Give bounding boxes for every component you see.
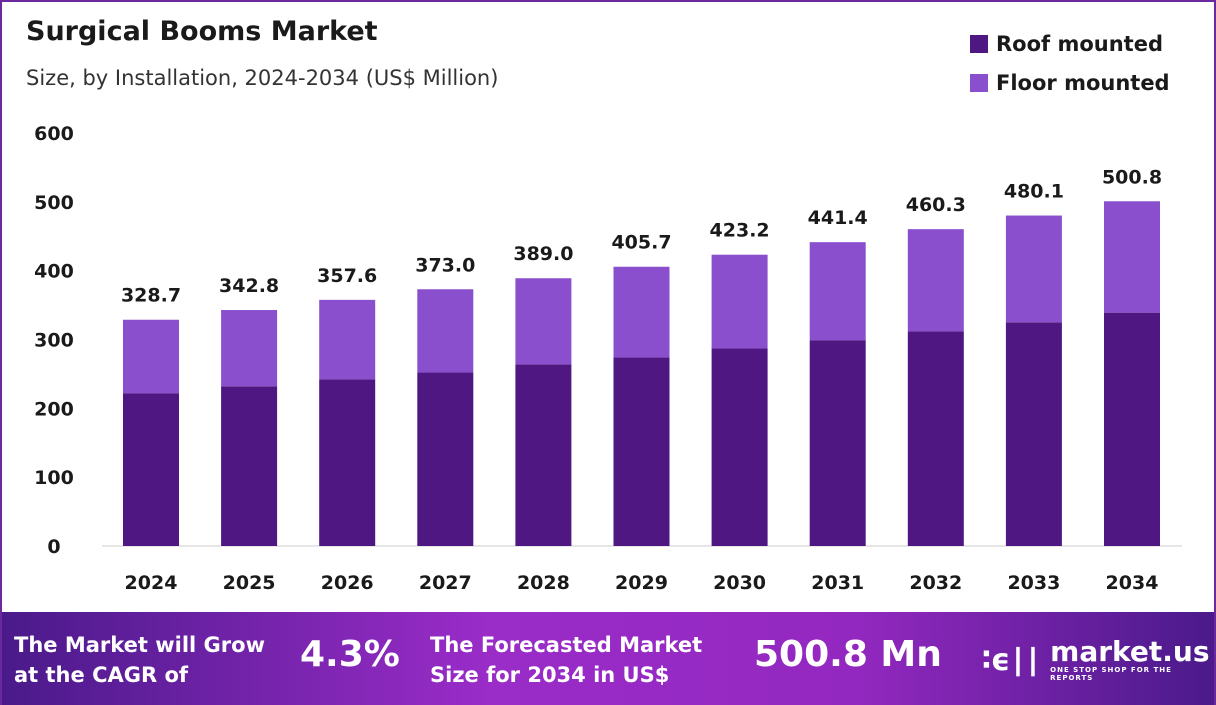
y-tick-label: 400 [34,261,74,283]
total-label-2027: 373.0 [415,254,475,276]
bar-roof-2027 [417,372,474,546]
x-tick-label: 2027 [419,572,472,594]
bar-roof-2032 [907,331,964,546]
x-tick-label: 2029 [615,572,668,594]
chart-subtitle: Size, by Installation, 2024-2034 (US$ Mi… [26,66,499,90]
bar-floor-2034 [1104,201,1160,313]
y-tick-label: 300 [34,330,74,352]
cagr-label-line2: at the CAGR of [14,663,189,687]
bar-floor-2028 [515,278,572,365]
bar-roof-2031 [809,340,866,546]
forecast-label-line2: Size for 2034 in US$ [430,663,670,687]
bar-roof-2024 [123,393,179,546]
cagr-label: The Market will Grow at the CAGR of [14,630,265,690]
y-tick-label: 500 [34,192,74,214]
legend-swatch-floor [970,74,988,92]
logo-tagline: ONE STOP SHOP FOR THE REPORTS [1050,666,1172,682]
total-label-2033: 480.1 [1004,181,1064,203]
bar-floor-2033 [1005,215,1062,323]
bar-floor-2025 [221,310,278,387]
total-label-2024: 328.7 [121,285,181,307]
bar-roof-2034 [1104,312,1160,546]
bar-chart: 0 100 200 300 400 500 600 328.7 2024 342.8 2025 357… [34,123,1182,594]
total-label-2032: 460.3 [906,194,966,216]
y-tick-label: 200 [34,398,74,420]
total-label-2028: 389.0 [513,243,573,265]
bar-roof-2033 [1005,322,1062,546]
y-tick-label: 0 [47,536,60,558]
total-label-2029: 405.7 [611,232,671,254]
forecast-label: The Forecasted Market Size for 2034 in US… [430,630,702,690]
bar-roof-2030 [711,348,768,546]
legend-swatch-roof [970,35,988,53]
legend-label-roof: Roof mounted [996,32,1163,56]
logo-icon: ∶ϵ∣∣ [982,642,1041,678]
forecast-label-line1: The Forecasted Market [430,633,703,657]
x-tick-label: 2024 [125,572,178,594]
bar-roof-2026 [319,379,376,546]
cagr-value: 4.3% [300,634,400,675]
y-tick-label: 600 [34,123,74,145]
bar-floor-2030 [711,254,768,349]
bar-floor-2032 [907,229,964,332]
total-label-2034: 500.8 [1102,166,1162,188]
legend-item-roof: Roof mounted [970,32,1170,56]
chart-title: Surgical Booms Market [26,16,378,47]
bar-floor-2029 [613,266,670,358]
footer-banner: The Market will Grow at the CAGR of 4.3% … [2,612,1214,705]
x-tick-label: 2030 [713,572,766,594]
bar-roof-2029 [613,357,670,546]
bar-floor-2031 [809,242,866,341]
bar-roof-2025 [221,386,278,546]
x-tick-label: 2025 [223,572,276,594]
x-tick-label: 2033 [1007,572,1060,594]
bar-floor-2024 [123,319,179,394]
y-tick-label: 100 [34,467,74,489]
bar-roof-2028 [515,364,572,546]
legend-label-floor: Floor mounted [996,71,1170,95]
x-tick-label: 2032 [909,572,962,594]
total-label-2026: 357.6 [317,265,377,287]
market-us-logo: ∶ϵ∣∣ market.us ONE STOP SHOP FOR THE REPO… [982,635,1214,683]
bar-floor-2027 [417,289,474,373]
forecast-value: 500.8 Mn [754,634,942,675]
total-label-2030: 423.2 [710,220,770,242]
total-label-2025: 342.8 [219,275,279,297]
x-tick-label: 2026 [321,572,374,594]
bar-floor-2026 [319,299,376,380]
x-tick-label: 2028 [517,572,570,594]
x-tick-label: 2031 [811,572,864,594]
logo-name: market.us [1050,635,1210,668]
x-tick-label: 2034 [1106,572,1159,594]
cagr-label-line1: The Market will Grow [14,633,265,657]
legend-item-floor: Floor mounted [970,71,1170,95]
legend: Roof mounted Floor mounted [970,32,1170,110]
total-label-2031: 441.4 [808,207,868,229]
